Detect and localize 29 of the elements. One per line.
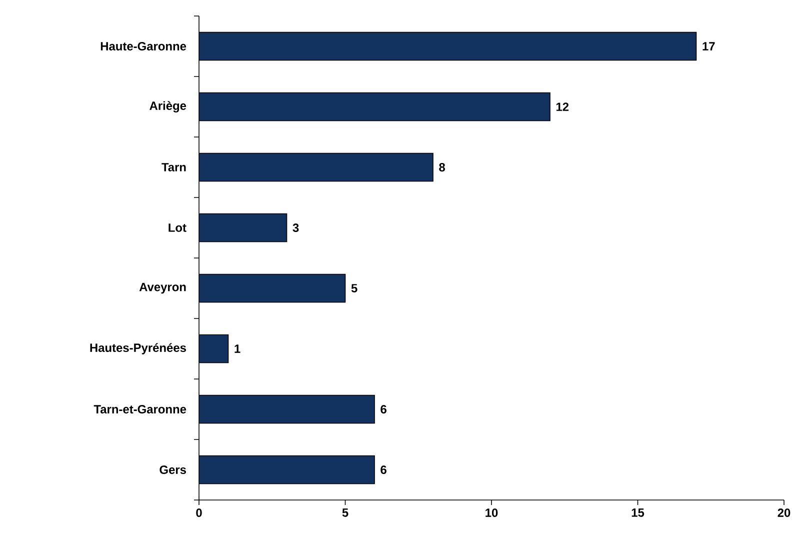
data-label: 8 bbox=[439, 163, 446, 172]
data-label: 6 bbox=[380, 466, 386, 474]
bar bbox=[199, 394, 375, 424]
bar bbox=[199, 152, 434, 182]
data-label: 6 bbox=[380, 405, 386, 414]
data-label: 17 bbox=[702, 42, 715, 50]
data-label: 1 bbox=[234, 344, 240, 353]
bar bbox=[199, 92, 550, 122]
x-tick-label: 20 bbox=[778, 508, 790, 517]
bar bbox=[199, 455, 375, 484]
bar bbox=[199, 334, 229, 364]
y-tick-label: Lot bbox=[168, 224, 186, 232]
x-tick-label: 0 bbox=[196, 508, 202, 517]
x-tick-label: 5 bbox=[342, 508, 348, 517]
data-label: 5 bbox=[351, 284, 358, 292]
y-tick-label: Tarn bbox=[162, 163, 186, 172]
data-label: 12 bbox=[556, 102, 569, 111]
bar bbox=[199, 32, 697, 61]
data-label: 3 bbox=[292, 224, 299, 232]
y-tick-label: Gers bbox=[160, 466, 186, 474]
y-tick-label: Hautes-Pyrénées bbox=[90, 343, 186, 354]
bar bbox=[199, 274, 346, 303]
bar bbox=[199, 213, 288, 242]
y-tick-label: Tarn-et-Garonne bbox=[94, 405, 186, 414]
y-tick-label: Ariège bbox=[150, 101, 186, 112]
x-tick-label: 10 bbox=[486, 508, 498, 517]
y-tick-label: Aveyron bbox=[139, 282, 186, 294]
x-tick-label: 15 bbox=[632, 508, 644, 517]
y-tick-label: Haute-Garonne bbox=[100, 42, 186, 50]
